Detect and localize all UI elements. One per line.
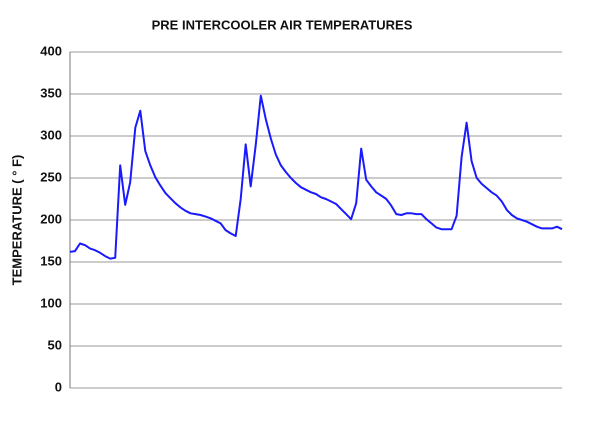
y-tick-label: 50 — [48, 337, 62, 352]
y-tick-label: 100 — [40, 295, 62, 310]
y-tick-label: 250 — [40, 169, 62, 184]
y-tick-label: 350 — [40, 85, 62, 100]
y-tick-label: 0 — [55, 379, 62, 394]
y-tick-label: 150 — [40, 253, 62, 268]
y-axis-label: TEMPERATURE ( ° F) — [9, 155, 24, 286]
y-tick-label: 200 — [40, 211, 62, 226]
y-tick-label: 300 — [40, 127, 62, 142]
y-tick-label: 400 — [40, 43, 62, 58]
chart-title: PRE INTERCOOLER AIR TEMPERATURES — [152, 17, 413, 32]
data-line — [69, 94, 563, 260]
